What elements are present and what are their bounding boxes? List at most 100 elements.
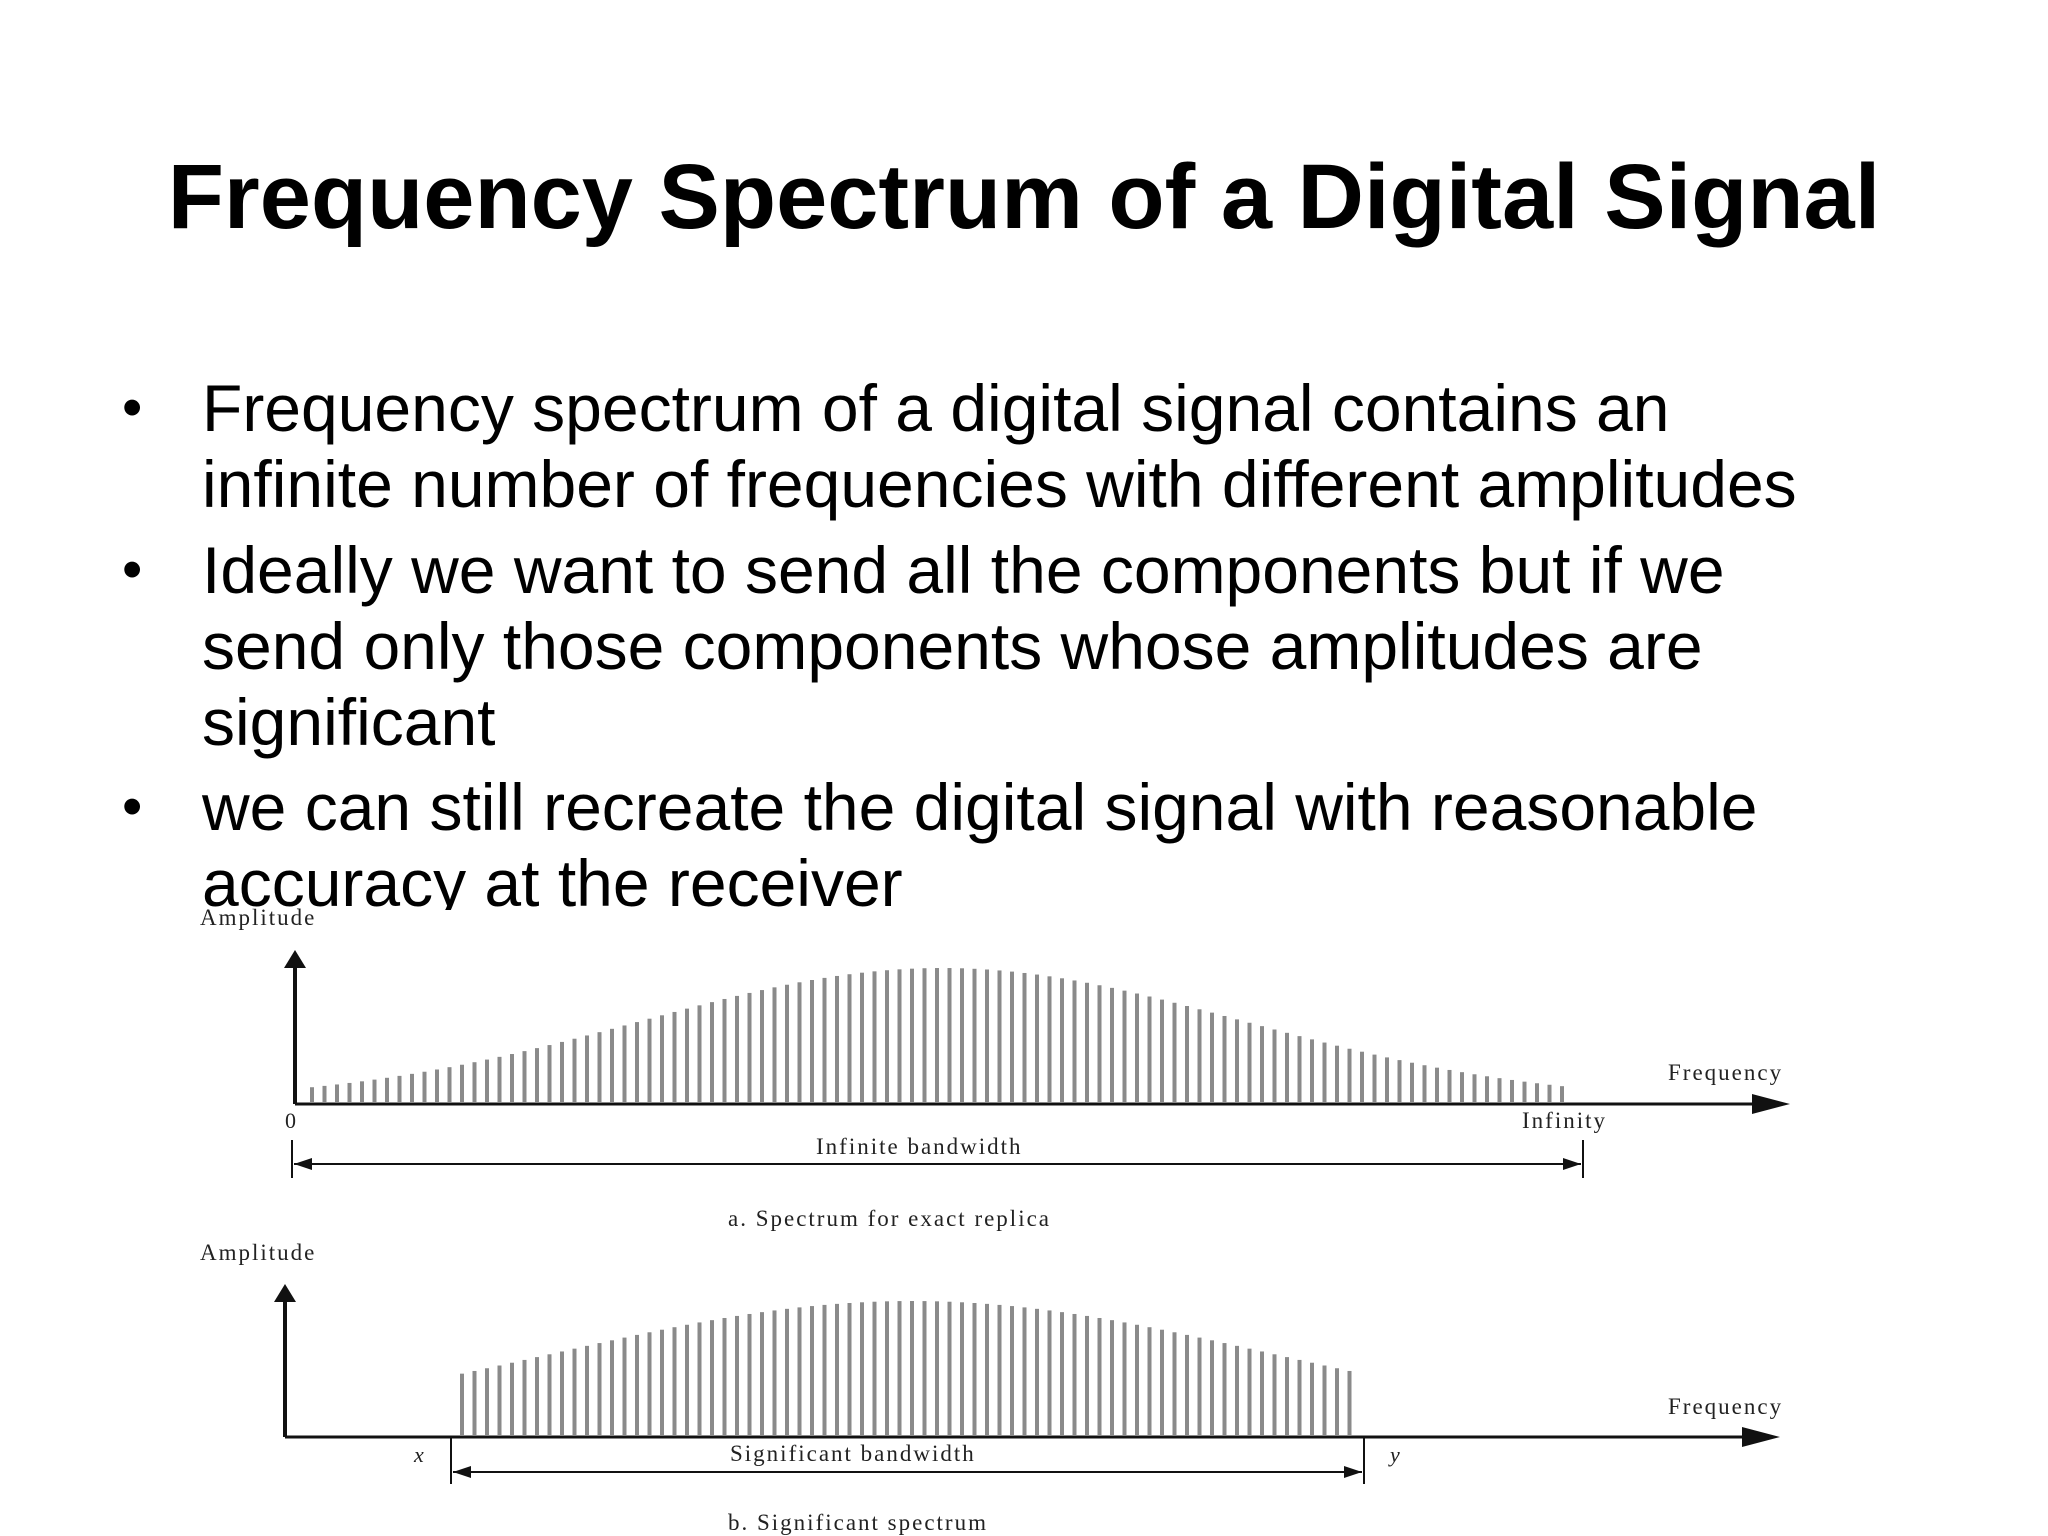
spectrum-line: [1122, 1322, 1127, 1435]
panel-a-x-arrow-icon: [1752, 1094, 1790, 1114]
spectrum-line: [597, 1032, 602, 1102]
spectrum-line: [685, 1324, 689, 1435]
spectrum-line: [1172, 1002, 1177, 1102]
spectrum-line: [685, 1008, 689, 1102]
spectrum-line: [1035, 974, 1039, 1102]
spectrum-line: [335, 1084, 339, 1102]
spectrum-line: [747, 1313, 752, 1435]
spectrum-line: [522, 1051, 527, 1102]
panel-a-start-label: 0: [285, 1108, 296, 1133]
spectrum-line: [997, 1304, 1002, 1435]
spectrum-line: [1472, 1074, 1477, 1102]
spectrum-line: [885, 970, 889, 1102]
spectrum-line: [560, 1351, 564, 1435]
spectrum-line: [1060, 1312, 1064, 1435]
bullet-dot-icon: •: [122, 774, 143, 839]
spectrum-line: [935, 968, 939, 1102]
spectrum-line: [797, 1307, 802, 1435]
spectrum-line: [610, 1028, 614, 1102]
spectrum-line: [1335, 1045, 1339, 1102]
spectrum-line: [1497, 1078, 1502, 1102]
spectrum-line: [835, 975, 839, 1102]
panel-a-infinity-label: Infinity: [1522, 1108, 1607, 1133]
spectrum-line: [1147, 996, 1152, 1102]
spectrum-line: [1460, 1072, 1464, 1102]
spectrum-line: [672, 1327, 677, 1435]
spectrum-line: [1247, 1022, 1252, 1102]
spectrum-line: [960, 1302, 964, 1435]
spectrum-line: [585, 1345, 589, 1435]
spectrum-line: [535, 1357, 539, 1435]
spectrum-line: [1372, 1054, 1377, 1102]
spectrum-line: [797, 982, 802, 1102]
spectrum-line: [735, 995, 739, 1102]
spectrum-line: [922, 1301, 927, 1435]
spectrum-line: [1510, 1079, 1514, 1102]
panel-b-x-label: x: [413, 1442, 424, 1467]
spectrum-line: [1035, 1308, 1039, 1435]
spectrum-line: [1247, 1348, 1252, 1435]
bullet-text: Ideally we want to send all the componen…: [202, 533, 1725, 759]
spectrum-line: [460, 1064, 464, 1102]
spectrum-line: [897, 969, 902, 1102]
spectrum-line: [597, 1343, 602, 1435]
spectrum-line: [910, 1301, 914, 1435]
panel-b-bandwidth-arrow-right-icon: [1344, 1466, 1362, 1478]
spectrum-line: [622, 1025, 627, 1102]
spectrum-line: [785, 984, 789, 1102]
spectrum-line: [385, 1077, 389, 1102]
spectrum-line: [435, 1069, 439, 1102]
spectrum-line: [572, 1038, 577, 1102]
spectrum-line: [885, 1301, 889, 1435]
spectrum-line: [1272, 1029, 1277, 1102]
spectrum-line: [1197, 1337, 1202, 1435]
spectrum-line: [772, 1310, 777, 1435]
bullet-dot-icon: •: [122, 537, 143, 602]
panel-b: Amplitude Frequency x y Significant band…: [200, 1240, 1781, 1535]
spectrum-line: [722, 1317, 727, 1435]
panel-b-y-label: y: [1388, 1442, 1400, 1467]
spectrum-line: [1047, 1310, 1052, 1435]
spectrum-line: [935, 1301, 939, 1435]
spectrum-line: [1360, 1051, 1364, 1102]
spectrum-line: [1322, 1042, 1327, 1102]
spectrum-line: [472, 1062, 477, 1102]
spectrum-line: [510, 1054, 514, 1102]
spectrum-line: [410, 1073, 414, 1102]
spectrum-line: [622, 1337, 627, 1435]
spectrum-line: [747, 992, 752, 1102]
spectrum-line: [472, 1370, 477, 1435]
spectrum-line: [1535, 1083, 1539, 1102]
bullet-list: • Frequency spectrum of a digital signal…: [122, 371, 1797, 910]
spectrum-line: [1322, 1365, 1327, 1435]
spectrum-line: [1085, 1315, 1089, 1435]
spectrum-line: [872, 971, 877, 1102]
bullet-text: Frequency spectrum of a digital signal c…: [202, 371, 1797, 521]
spectrum-line: [1522, 1081, 1527, 1102]
spectrum-line: [547, 1045, 552, 1102]
spectrum-line: [922, 968, 927, 1102]
spectrum-line: [760, 1312, 764, 1435]
spectrum-line: [372, 1079, 377, 1102]
spectrum-line: [660, 1329, 664, 1435]
bullet-text: we can still recreate the digital signal…: [202, 770, 1758, 910]
spectrum-line: [785, 1308, 789, 1435]
spectrum-line: [1110, 987, 1114, 1102]
spectrum-line: [1385, 1057, 1389, 1102]
spectrum-line: [947, 1301, 952, 1435]
spectrum-line: [560, 1041, 564, 1102]
spectrum-line: [1547, 1084, 1552, 1102]
spectrum-line: [1297, 1036, 1302, 1102]
spectrum-line: [722, 998, 727, 1102]
spectrum-line: [1235, 1019, 1239, 1102]
spectrum-line: [485, 1368, 489, 1435]
spectrum-line: [697, 1005, 702, 1102]
spectrum-line: [347, 1082, 352, 1102]
spectrum-line: [1347, 1370, 1352, 1435]
panel-b-y-arrow-icon: [274, 1284, 296, 1302]
spectrum-line: [860, 972, 864, 1102]
panel-b-caption: b. Significant spectrum: [728, 1510, 988, 1535]
spectrum-line: [985, 969, 989, 1102]
spectrum-line: [1160, 999, 1164, 1102]
